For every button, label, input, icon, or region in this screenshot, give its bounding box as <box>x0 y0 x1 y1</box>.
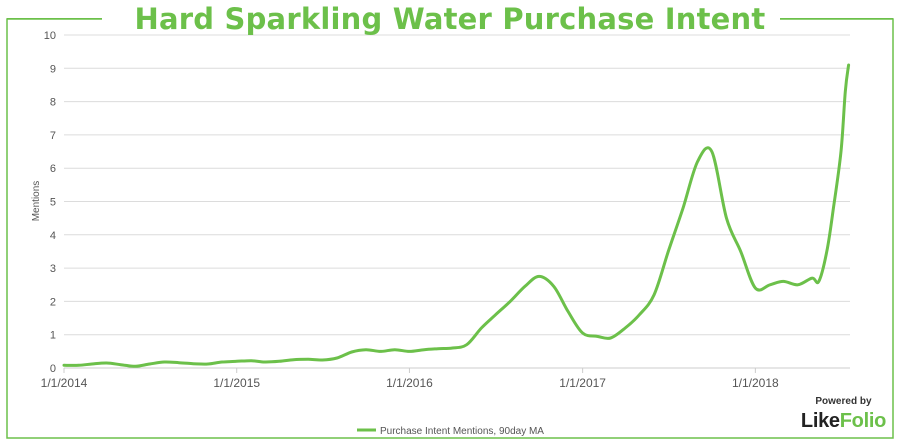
y-tick-label: 3 <box>50 263 56 275</box>
y-tick-label: 10 <box>44 30 56 42</box>
likefolio-logo: LikeFolio <box>801 410 886 433</box>
title-mask <box>102 14 780 24</box>
y-tick-label: 2 <box>50 296 56 308</box>
logo-part-folio: Folio <box>839 410 887 432</box>
legend[interactable]: Purchase Intent Mentions, 90day MA <box>357 426 544 437</box>
y-tick-label: 4 <box>50 230 56 242</box>
x-axis-ticks: 1/1/2014 1/1/2015 1/1/2016 1/1/2017 1/1/2018 <box>41 368 779 390</box>
y-tick-label: 5 <box>50 197 56 209</box>
title-rule-left <box>7 18 102 19</box>
y-axis-label: Mentions <box>31 181 42 222</box>
y-tick-label: 8 <box>50 97 56 109</box>
y-axis-ticks: 0 1 2 3 4 5 6 7 8 9 10 <box>44 30 56 375</box>
logo-part-like: Like <box>800 410 840 432</box>
series-lines <box>62 63 851 368</box>
title-rule-right <box>780 18 893 19</box>
powered-by-text: Powered by <box>815 396 872 407</box>
grid-lines <box>64 34 850 369</box>
x-tick-label: 1/1/2016 <box>386 376 433 390</box>
chart-title: Hard Sparkling Water Purchase Intent <box>134 2 766 36</box>
x-tick-label: 1/1/2018 <box>732 376 779 390</box>
y-tick-label: 0 <box>50 363 56 375</box>
x-tick-label: 1/1/2014 <box>41 376 88 390</box>
x-tick-label: 1/1/2017 <box>559 376 606 390</box>
y-tick-label: 1 <box>50 330 56 342</box>
y-tick-label: 6 <box>50 163 56 175</box>
y-tick-label: 7 <box>50 130 56 142</box>
y-tick-label: 9 <box>50 63 56 75</box>
brand-block: Powered by LikeFolio <box>801 396 886 433</box>
series-line <box>62 63 851 368</box>
x-tick-label: 1/1/2015 <box>213 376 260 390</box>
legend-label: Purchase Intent Mentions, 90day MA <box>380 426 544 437</box>
